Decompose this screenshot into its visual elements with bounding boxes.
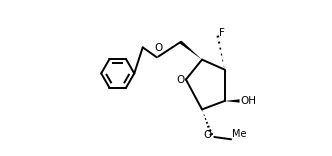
Polygon shape xyxy=(180,41,202,60)
Text: O: O xyxy=(176,75,185,85)
Text: F: F xyxy=(219,28,225,38)
Polygon shape xyxy=(224,99,240,103)
Text: OH: OH xyxy=(241,96,257,106)
Text: O: O xyxy=(203,130,211,140)
Text: Me: Me xyxy=(232,129,246,139)
Text: O: O xyxy=(154,43,163,53)
